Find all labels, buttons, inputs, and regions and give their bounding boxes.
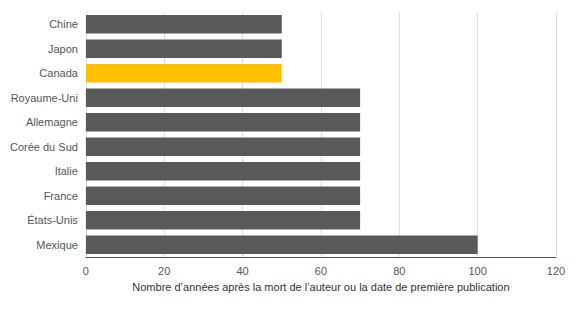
svg-text:France: France	[44, 190, 78, 202]
svg-text:0: 0	[83, 265, 89, 277]
svg-text:40: 40	[236, 265, 248, 277]
svg-text:Allemagne: Allemagne	[26, 116, 78, 128]
svg-text:Italie: Italie	[55, 165, 78, 177]
svg-text:80: 80	[393, 265, 405, 277]
svg-text:Nombre d’années après la mort: Nombre d’années après la mort de l’auteu…	[132, 281, 509, 293]
svg-text:États-Unis: États-Unis	[27, 214, 78, 226]
svg-text:100: 100	[468, 265, 486, 277]
svg-text:Chine: Chine	[49, 18, 78, 30]
svg-text:Royaume-Uni: Royaume-Uni	[11, 92, 78, 104]
svg-text:Canada: Canada	[39, 67, 78, 79]
svg-text:Japon: Japon	[48, 43, 78, 55]
svg-text:60: 60	[315, 265, 327, 277]
svg-text:120: 120	[547, 265, 565, 277]
svg-text:20: 20	[158, 265, 170, 277]
svg-text:Mexique: Mexique	[36, 239, 78, 251]
svg-text:Corée du Sud: Corée du Sud	[10, 141, 78, 153]
